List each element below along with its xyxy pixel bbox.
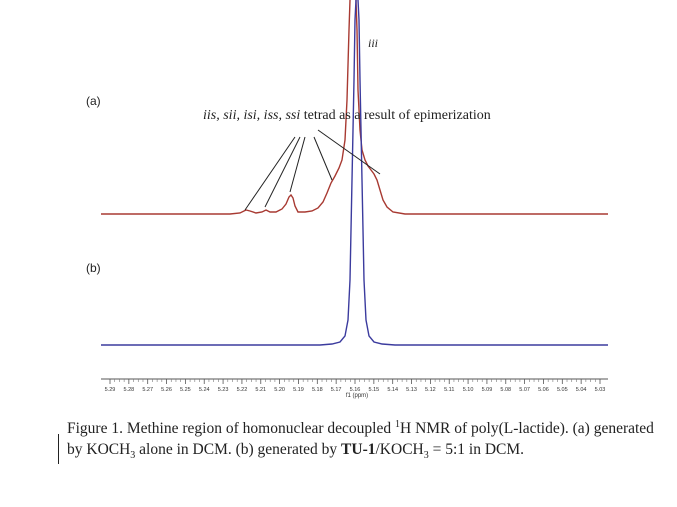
- caption-sup: 1: [395, 419, 400, 430]
- x-tick-label: 5.23: [218, 387, 229, 393]
- peak-label-iii: iii: [368, 36, 379, 50]
- caption-change-bar: [58, 434, 59, 464]
- annotation-tetrads: iis, sii, isi, iss, ssi: [203, 108, 301, 123]
- epimerization-annotation: iis, sii, isi, iss, ssi tetrad as a resu…: [203, 108, 491, 124]
- x-tick-label: 5.10: [463, 387, 474, 393]
- x-tick-label: 5.26: [161, 387, 172, 393]
- caption-sub1: 3: [130, 450, 136, 462]
- x-axis-label: f1 (ppm): [346, 393, 368, 399]
- x-tick-label: 5.03: [595, 387, 606, 393]
- x-tick-label: 5.13: [406, 387, 417, 393]
- x-tick-label: 5.22: [237, 387, 248, 393]
- x-tick-label: 5.04: [576, 387, 587, 393]
- x-tick-label: 5.14: [387, 387, 398, 393]
- x-tick-label: 5.05: [557, 387, 568, 393]
- caption-part3: alone in DCM. (b) generated by: [135, 441, 342, 459]
- x-tick-label: 5.12: [425, 387, 436, 393]
- x-axis-ticks: 5.29 5.28 5.27 5.26 5.25 5.24 5.23 5.22 5.21 5.20…: [105, 379, 606, 393]
- caption-part2: H NMR of poly(L-lactide). (a) generated …: [67, 420, 654, 459]
- panel-b-label: (b): [86, 261, 101, 275]
- nmr-figure: 5.29 5.28 5.27 5.26 5.25 5.24 5.23 5.22 5.21 5.20…: [101, 0, 608, 399]
- caption-part4: /KOCH: [375, 441, 424, 459]
- x-tick-label: 5.16: [350, 387, 361, 393]
- x-tick-label: 5.07: [519, 387, 530, 393]
- x-tick-label: 5.29: [105, 387, 116, 393]
- x-tick-label: 5.25: [180, 387, 191, 393]
- caption-sub2: 3: [423, 450, 429, 462]
- caption-part5: = 5:1 in DCM.: [428, 441, 525, 459]
- x-tick-label: 5.19: [293, 387, 304, 393]
- x-tick-label: 5.15: [368, 387, 379, 393]
- x-tick-label: 5.11: [444, 387, 454, 393]
- x-tick-label: 5.27: [142, 387, 153, 393]
- caption-bold: TU-1: [341, 441, 376, 459]
- figure-caption: Figure 1. Methine region of homonuclear …: [67, 414, 657, 466]
- x-tick-label: 5.24: [199, 387, 210, 393]
- x-tick-label: 5.28: [123, 387, 134, 393]
- annotation-text: tetrad as a result of epimerization: [300, 108, 491, 123]
- x-tick-label: 5.18: [312, 387, 323, 393]
- caption-part1: Figure 1. Methine region of homonuclear …: [67, 420, 395, 438]
- x-tick-label: 5.20: [274, 387, 285, 393]
- x-tick-label: 5.06: [538, 387, 549, 393]
- spectrum-trace-a: [101, 0, 608, 215]
- x-tick-label: 5.17: [331, 387, 342, 393]
- x-tick-label: 5.21: [255, 387, 266, 393]
- x-tick-label: 5.09: [482, 387, 493, 393]
- panel-a-label: (a): [86, 94, 101, 108]
- annotation-lines: [244, 129, 381, 211]
- spectrum-trace-b: [101, 0, 608, 346]
- x-tick-label: 5.08: [500, 387, 511, 393]
